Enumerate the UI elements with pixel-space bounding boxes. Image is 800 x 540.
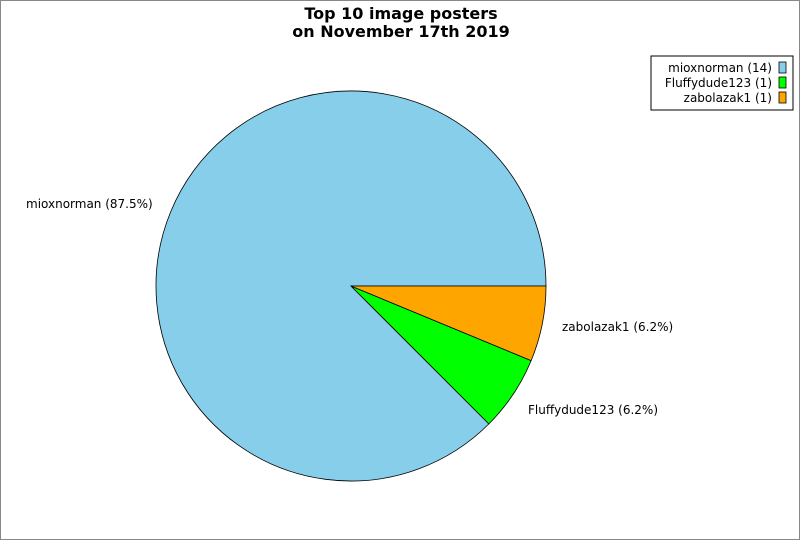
pie-slice-zabolazak1 [350, 285, 547, 362]
legend-label: Fluffydude123 (1) [665, 76, 772, 90]
slice-label-zabolazak1: zabolazak1 (6.2%) [562, 320, 673, 334]
legend-swatch-fluffydude123 [778, 76, 787, 89]
chart-title-line1: Top 10 image posters [304, 4, 498, 23]
chart-title-line2: on November 17th 2019 [292, 22, 510, 41]
legend-box [650, 55, 794, 111]
legend-label: zabolazak1 (1) [684, 91, 772, 105]
legend-swatch-mioxnorman [778, 61, 787, 74]
slice-label-fluffydude123: Fluffydude123 (6.2%) [528, 403, 658, 417]
slice-label-mioxnorman: mioxnorman (87.5%) [26, 197, 153, 211]
legend-label: mioxnorman (14) [668, 61, 772, 75]
legend-swatch-zabolazak1 [778, 91, 787, 104]
